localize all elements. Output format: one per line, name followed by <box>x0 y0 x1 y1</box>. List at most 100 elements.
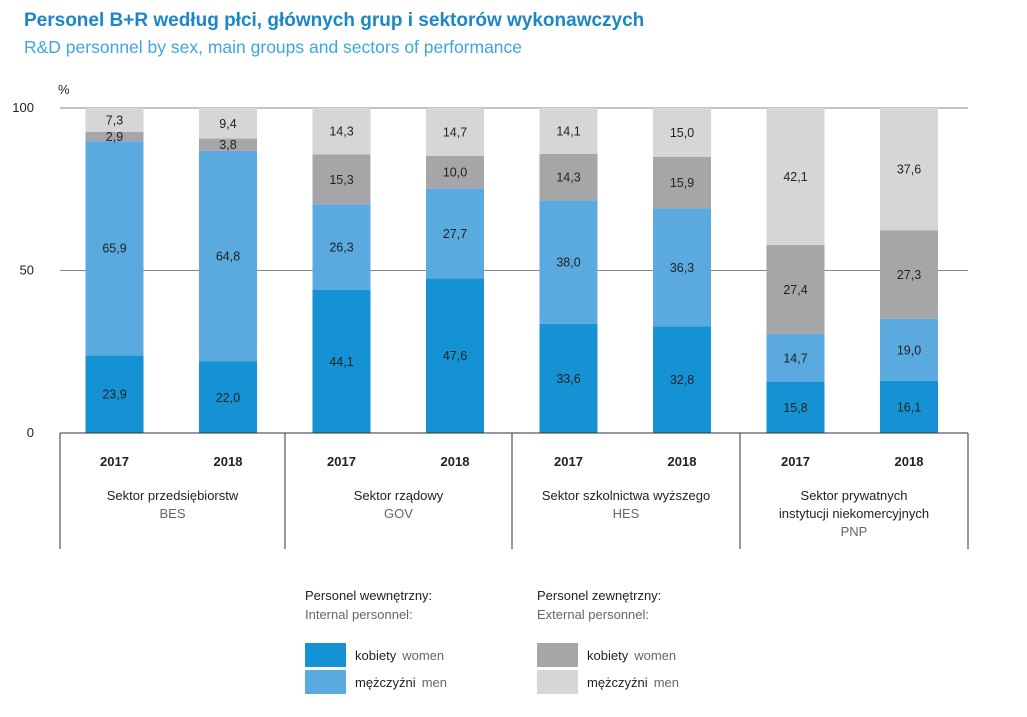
bar-segment-ext_women <box>85 131 144 142</box>
data-label: 27,7 <box>443 227 467 241</box>
bar-segment-ext_men <box>199 108 257 139</box>
bar-segment-ext_men <box>426 108 484 156</box>
x-tick-label: 2017 <box>100 454 129 469</box>
y-tick-label: 50 <box>20 263 34 278</box>
bar-segment-int_men <box>539 200 598 324</box>
legend-swatch-external-women <box>537 643 578 667</box>
chart-title: Personel B+R według płci, głównych grup … <box>24 10 645 31</box>
bar-segment-int_men <box>85 141 144 356</box>
legend-swatch-external-men <box>537 670 578 694</box>
legend-item-internal-women: kobiety women <box>305 643 444 667</box>
data-label: 19,0 <box>897 343 921 357</box>
bar-segment-int_men <box>426 188 484 279</box>
bar-segment-int_men <box>880 318 938 381</box>
data-label: 14,3 <box>329 125 353 139</box>
legend-label: mężczyźni <box>355 674 416 690</box>
data-label: 10,0 <box>443 166 467 180</box>
data-label: 37,6 <box>897 163 921 177</box>
bar-segment-int_women <box>653 326 711 433</box>
data-label: 16,1 <box>897 400 921 414</box>
bar-segment-int_women <box>85 355 144 433</box>
bar-segment-ext_men <box>653 108 711 157</box>
x-tick-label: 2018 <box>895 454 924 469</box>
data-label: 26,3 <box>329 240 353 254</box>
bar-segment-ext_women <box>199 138 257 151</box>
group-label: Sektor szkolnictwa wyższego <box>542 488 710 503</box>
x-tick-label: 2018 <box>214 454 243 469</box>
bar-segment-int_men <box>199 150 257 362</box>
bar-segment-int_women <box>766 381 825 433</box>
bar-segment-ext_men <box>766 108 825 245</box>
data-label: 47,6 <box>443 349 467 363</box>
data-label: 15,9 <box>670 176 694 190</box>
bar-segment-ext_men <box>312 108 371 155</box>
data-label: 64,8 <box>216 250 240 264</box>
bar-segment-int_women <box>312 289 371 433</box>
legend-item-internal-men: mężczyźni men <box>305 670 447 694</box>
bar-segment-int_men <box>312 204 371 290</box>
legend-label: mężczyźni <box>587 674 648 690</box>
x-tick-label: 2017 <box>781 454 810 469</box>
legend-external-heading: Personel zewnętrzny: External personnel: <box>537 586 661 624</box>
data-label: 3,8 <box>219 138 236 152</box>
x-tick-label: 2018 <box>441 454 470 469</box>
legend-item-external-men: mężczyźni men <box>537 670 679 694</box>
data-label: 14,1 <box>556 124 580 138</box>
group-label: Sektor prywatnych <box>801 488 908 503</box>
legend-label-en: men <box>653 674 679 690</box>
group-code: BES <box>159 506 185 521</box>
data-label: 65,9 <box>102 242 126 256</box>
data-label: 15,3 <box>329 173 353 187</box>
bar-segment-ext_women <box>426 155 484 189</box>
data-label: 27,3 <box>897 268 921 282</box>
bar-segment-ext_men <box>85 108 144 132</box>
x-tick-label: 2018 <box>668 454 697 469</box>
legend-label-en: women <box>402 647 445 663</box>
y-axis-label: % <box>58 82 70 97</box>
bar-segment-ext_men <box>880 108 938 231</box>
data-label: 14,3 <box>556 171 580 185</box>
group-code: GOV <box>384 506 413 521</box>
data-label: 33,6 <box>556 372 580 386</box>
data-label: 2,9 <box>106 130 123 144</box>
data-label: 9,4 <box>219 117 236 131</box>
x-tick-label: 2017 <box>327 454 356 469</box>
data-label: 44,1 <box>329 355 353 369</box>
bar-segment-ext_women <box>539 153 598 201</box>
data-label: 36,3 <box>670 261 694 275</box>
legend-swatch-internal-men <box>305 670 346 694</box>
bar-segment-ext_women <box>312 154 371 205</box>
bar-segment-ext_women <box>653 156 711 209</box>
legend-label-en: women <box>634 647 677 663</box>
bar-segment-ext_men <box>539 108 598 154</box>
group-code: HES <box>613 506 640 521</box>
data-label: 22,0 <box>216 391 240 405</box>
group-label: Sektor rządowy <box>354 488 444 503</box>
data-label: 38,0 <box>556 256 580 270</box>
legend-swatch-internal-women <box>305 643 346 667</box>
legend-internal-heading: Personel wewnętrzny: Internal personnel: <box>305 586 432 624</box>
data-label: 7,3 <box>106 113 123 127</box>
group-label: Sektor przedsiębiorstw <box>107 488 239 503</box>
data-label: 15,0 <box>670 126 694 140</box>
bar-segment-int_men <box>766 333 825 382</box>
legend-label: kobiety <box>355 647 397 663</box>
legend-label-en: men <box>421 674 447 690</box>
chart-subtitle: R&D personnel by sex, main groups and se… <box>24 37 523 57</box>
data-label: 23,9 <box>102 388 126 402</box>
legend-external-title-en: External personnel: <box>537 607 650 622</box>
bar-segment-int_women <box>539 323 598 433</box>
legend-label: kobiety <box>587 647 629 663</box>
y-tick-label: 0 <box>27 425 34 440</box>
data-label: 15,8 <box>783 401 807 415</box>
legend-internal-title-en: Internal personnel: <box>305 607 413 622</box>
legend-internal-title: Personel wewnętrzny: <box>305 588 433 603</box>
group-code: PNP <box>841 524 868 539</box>
bar-segment-int_men <box>653 208 711 327</box>
data-label: 27,4 <box>783 283 807 297</box>
data-label: 14,7 <box>783 351 807 365</box>
bar-segment-ext_women <box>880 230 938 319</box>
group-label-line2: instytucji niekomercyjnych <box>779 506 929 521</box>
x-tick-label: 2017 <box>554 454 583 469</box>
